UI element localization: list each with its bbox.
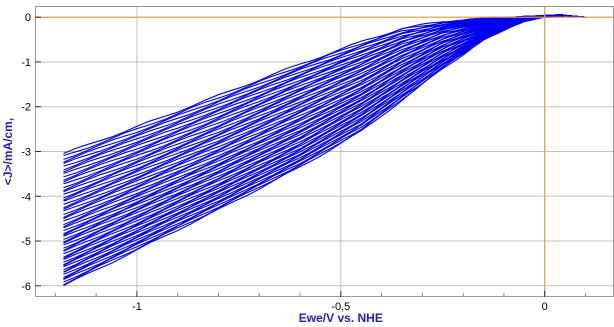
y-tick-label: -6 (21, 281, 31, 293)
reference-lines (35, 6, 614, 297)
y-tick-label: -5 (21, 236, 31, 248)
axis-ticks: -1 -0,5 0 0 -1 -2 -3 -4 -5 -6 (21, 12, 548, 313)
x-tick-label: -0,5 (331, 301, 350, 313)
y-tick-label: 0 (25, 12, 31, 24)
y-tick-label: -1 (21, 57, 31, 69)
y-axis-title: <J>/mA/cm, (1, 118, 15, 185)
x-tick-label: 0 (542, 301, 548, 313)
x-axis-title: Ewe/V vs. NHE (299, 311, 383, 325)
y-tick-label: -4 (21, 191, 31, 203)
x-tick-label: -1 (132, 301, 142, 313)
y-tick-label: -3 (21, 147, 31, 159)
y-tick-label: -2 (21, 102, 31, 114)
sweep-curve (63, 14, 586, 287)
